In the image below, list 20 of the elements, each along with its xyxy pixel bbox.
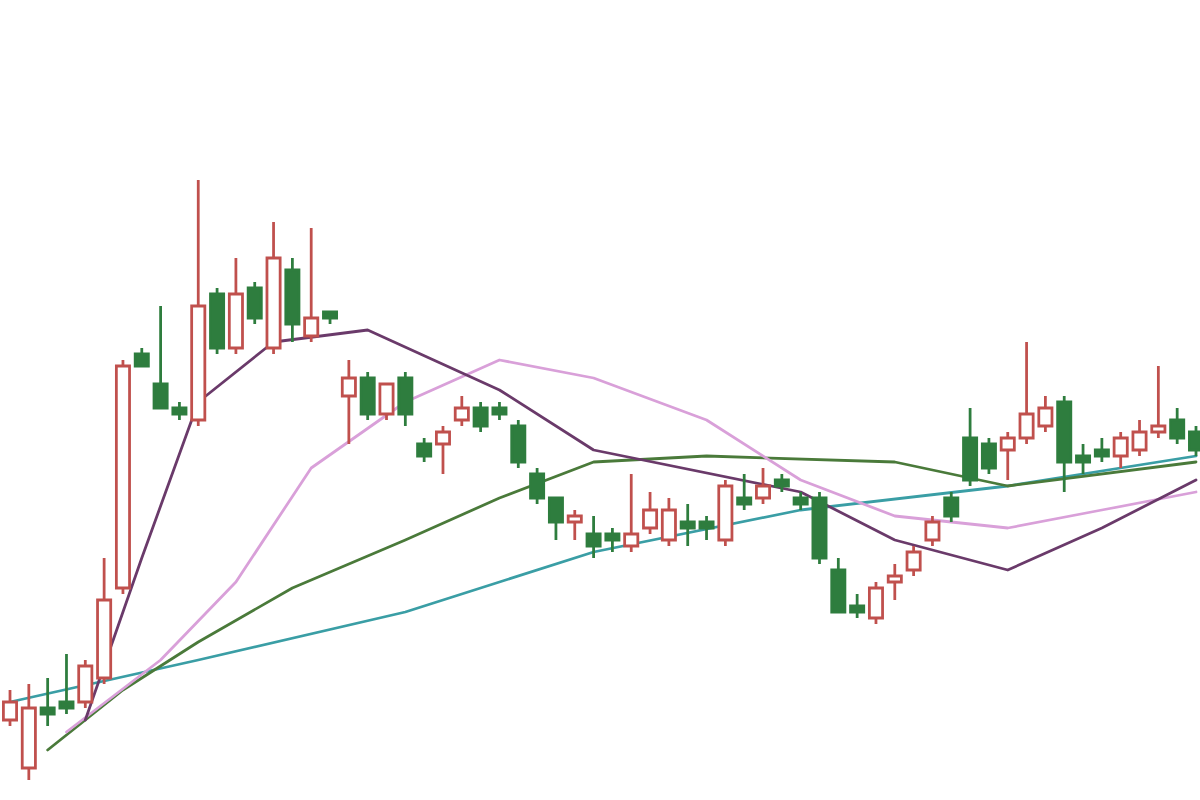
- candlestick: [736, 472, 753, 512]
- candlestick: [943, 490, 960, 524]
- candlestick: [886, 562, 903, 602]
- candlestick: [905, 544, 922, 578]
- candlestick: [246, 280, 263, 326]
- candlestick: [623, 472, 640, 554]
- candlestick: [397, 370, 414, 428]
- candlestick: [566, 508, 583, 542]
- candlestick: [378, 382, 395, 422]
- candlestick: [773, 472, 790, 494]
- candlestick: [303, 226, 320, 344]
- candlestick: [867, 580, 884, 626]
- candlestick: [510, 418, 527, 470]
- candlestick: [755, 466, 771, 506]
- candlestick: [453, 394, 470, 428]
- candlestick: [359, 370, 376, 422]
- candlestick: [340, 358, 357, 446]
- candlestick: [435, 424, 451, 476]
- candlestick: [924, 514, 941, 548]
- candlestick: [416, 436, 433, 464]
